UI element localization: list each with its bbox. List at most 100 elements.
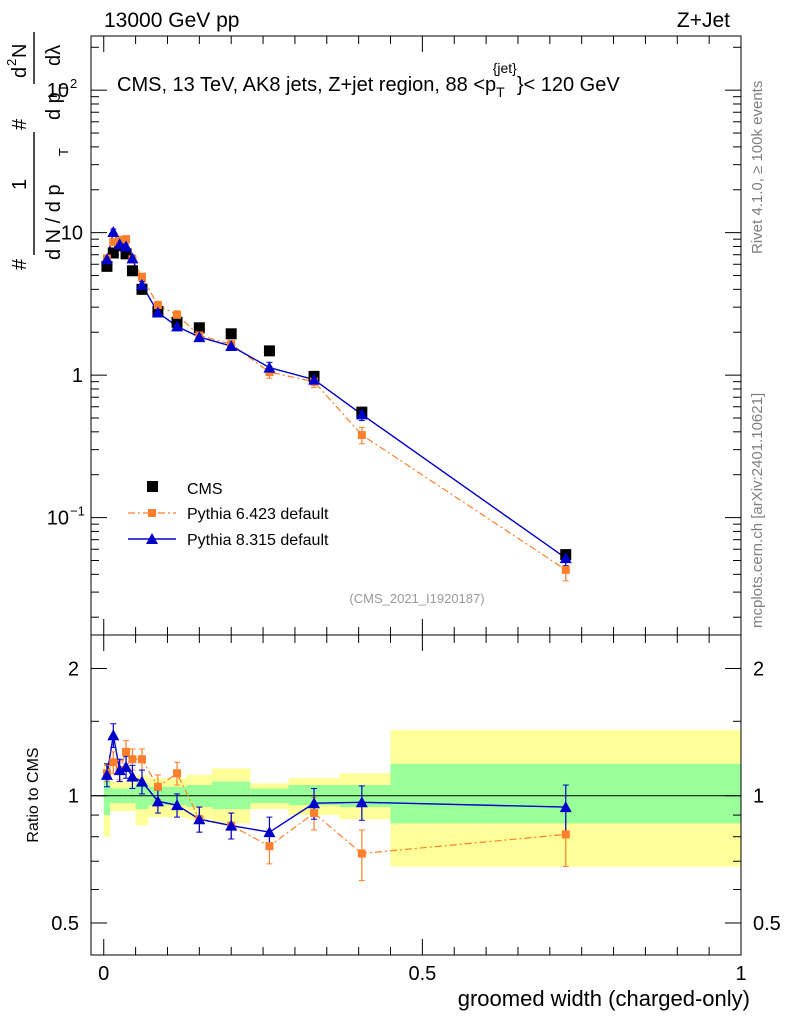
legend: CMS Pythia 6.423 default Pythia 8.315 de… — [128, 481, 329, 549]
ratio-pythia6-point — [153, 782, 162, 791]
ratio-pythia8-point — [151, 795, 164, 807]
ylabel-dn: d N / d p — [43, 184, 65, 260]
ratio-ylabel: Ratio to CMS — [25, 747, 42, 842]
ylabel-dlambda: dλ — [43, 45, 65, 66]
pythia8-point — [135, 278, 148, 290]
pythia6-point — [137, 272, 146, 281]
pythia6-point — [153, 301, 162, 310]
ratio-pythia8-point — [308, 797, 321, 809]
legend-py6-label: Pythia 6.423 default — [187, 506, 329, 523]
ratio-bands — [91, 730, 741, 867]
pythia6-line — [106, 238, 567, 571]
ratio-xtick-label: 1 — [735, 963, 746, 985]
ratio-pythia6-point — [122, 747, 131, 756]
ratio-xtick-label: 0.5 — [408, 963, 436, 985]
ylabel-t2: T — [56, 84, 71, 92]
ratio-pythia8-point — [225, 819, 238, 831]
ratio-ytick-label-right: 0.5 — [753, 913, 781, 935]
pythia8-point — [308, 373, 321, 385]
ratio-pythia6-point — [265, 842, 274, 851]
ratio-pythia8-point — [113, 764, 126, 776]
ylabel-two: 2 — [4, 59, 19, 66]
pythia6-point — [173, 310, 182, 319]
ratio-pythia8-point — [171, 799, 184, 811]
pythia8-point — [355, 408, 368, 420]
ratio-pythia8-point — [263, 826, 276, 838]
pythia8-point — [113, 238, 126, 250]
ratio-pythia8-point — [559, 801, 572, 813]
pythia8-point — [151, 306, 164, 318]
ratio-pythia6-point — [173, 769, 182, 778]
ylabel-one: 1 — [9, 179, 31, 190]
pythia8-point — [126, 252, 139, 264]
ratio-pythia6-point — [137, 755, 146, 764]
cms-point — [225, 328, 237, 340]
pythia8-point — [193, 331, 206, 343]
ratio-series-layer — [100, 723, 572, 882]
pythia8-point — [559, 552, 572, 564]
legend-py6-marker — [148, 509, 156, 517]
main-ytick-label: 10 — [47, 508, 69, 530]
ratio-pythia8-point — [135, 775, 148, 787]
main-series-layer — [100, 226, 572, 582]
ratio-band-green — [129, 786, 136, 804]
ylabel-n: N — [9, 44, 31, 58]
header-process: Z+Jet — [677, 9, 730, 32]
rivet-version-label: Rivet 4.1.0, ≥ 100k events — [749, 81, 766, 254]
ratio-pythia8-point — [355, 796, 368, 808]
ylabel-hash-2: # — [9, 118, 31, 130]
legend-py8-marker — [146, 533, 158, 544]
cms-point — [107, 247, 119, 259]
ratio-ytick-label: 1 — [68, 786, 79, 808]
cms-point — [120, 248, 132, 260]
pythia8-point — [107, 226, 120, 238]
main-title: CMS, 13 TeV, AK8 jets, Z+jet region, 88 … — [117, 60, 620, 100]
ratio-pythia6-point — [357, 849, 366, 858]
ratio-ytick-label-right: 1 — [753, 786, 764, 808]
ratio-ytick-label-right: 2 — [753, 658, 764, 680]
mcplots-label: mcplots.cern.ch [arXiv:2401.10621] — [749, 393, 766, 628]
ratio-axes: 2 2 1 1 0.5 0.5 0 0.5 1 — [51, 635, 781, 985]
title-text-2: }< 120 GeV — [517, 74, 621, 96]
cms-point — [263, 345, 275, 357]
pythia6-point — [357, 431, 366, 440]
ylabel-t1: T — [56, 148, 71, 156]
ratio-xtick-label: 0 — [98, 963, 109, 985]
main-ytick-label-exp: 2 — [70, 76, 77, 91]
ratio-pythia6-point — [109, 758, 118, 767]
pythia8-point — [171, 320, 184, 332]
ratio-ytick-label: 2 — [68, 658, 79, 680]
main-ytick-label-exp: −1 — [70, 504, 85, 519]
main-ylabel: # 1 d N / d p T # d p T d 2 N dλ — [4, 32, 71, 270]
analysis-tag: (CMS_2021_I1920187) — [349, 591, 484, 606]
ratio-ytick-label: 0.5 — [51, 913, 79, 935]
pythia8-point — [100, 253, 113, 265]
title-sup: {jet} — [493, 60, 517, 76]
ylabel-hash-1: # — [9, 258, 31, 270]
ratio-pythia8-point — [120, 760, 133, 772]
cms-point — [126, 265, 138, 277]
x-axis-label: groomed width (charged-only) — [458, 986, 750, 1011]
ratio-pythia8-point — [126, 770, 139, 782]
main-ytick-label: 10 — [61, 223, 83, 245]
legend-cms-label: CMS — [187, 481, 223, 498]
pythia8-point — [263, 361, 276, 373]
ratio-pythia8-point — [100, 768, 113, 780]
main-ytick-label: 1 — [72, 365, 83, 387]
main-ytick-label: 10 — [47, 80, 69, 102]
title-sub: T — [496, 84, 505, 100]
legend-py8-label: Pythia 8.315 default — [187, 532, 329, 549]
title-text-1: CMS, 13 TeV, AK8 jets, Z+jet region, 88 … — [117, 74, 496, 96]
ratio-frame — [90, 634, 742, 956]
pythia6-point — [561, 565, 570, 574]
legend-cms-marker — [147, 481, 158, 492]
header-energy: 13000 GeV pp — [104, 9, 239, 32]
pythia6-point — [109, 237, 118, 246]
ratio-pythia6-point — [310, 809, 319, 818]
ylabel-dpt: d p — [43, 92, 65, 120]
cms-point — [193, 322, 205, 334]
pythia8-point — [120, 240, 133, 252]
ratio-band-green — [103, 778, 111, 816]
